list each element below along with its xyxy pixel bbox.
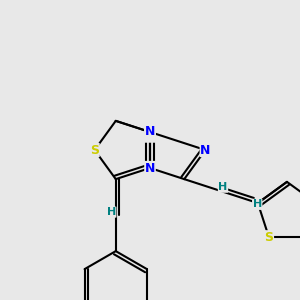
Text: O: O: [145, 129, 155, 142]
Text: N: N: [145, 125, 155, 139]
Text: N: N: [145, 161, 155, 175]
Text: N: N: [200, 143, 211, 157]
Text: S: S: [265, 231, 274, 244]
Text: H: H: [106, 207, 116, 217]
Text: H: H: [218, 182, 228, 192]
Text: H: H: [253, 200, 262, 209]
Text: S: S: [90, 143, 99, 157]
